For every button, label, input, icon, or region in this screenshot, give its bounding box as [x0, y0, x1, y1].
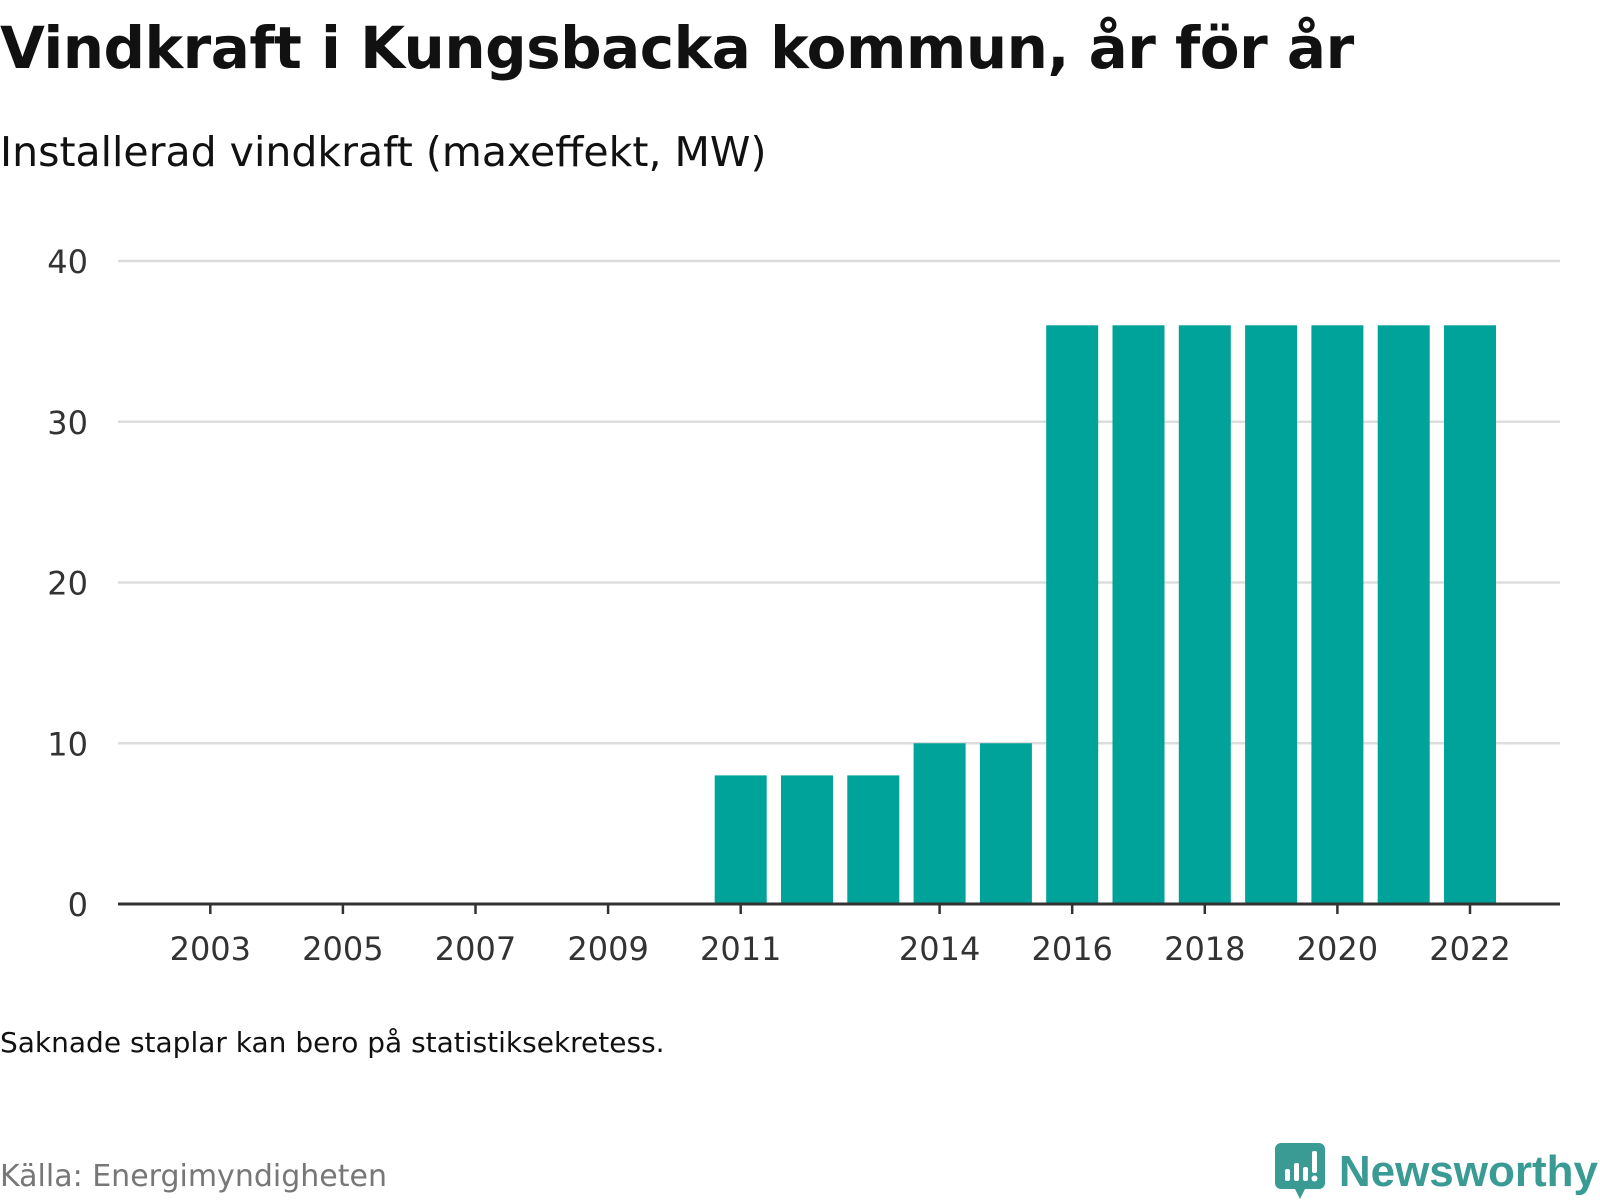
bar	[1444, 325, 1496, 904]
bar	[1311, 325, 1364, 904]
x-tick-label: 2007	[435, 930, 516, 968]
x-tick-label: 2014	[899, 930, 980, 968]
y-tick-label: 40	[47, 243, 88, 281]
bar	[979, 743, 1032, 904]
bar	[1377, 325, 1430, 904]
bar	[1112, 325, 1165, 904]
y-tick-label: 0	[68, 886, 88, 924]
y-tick-label: 10	[47, 725, 88, 763]
brand-logo: Newsworthy	[1274, 1143, 1598, 1201]
chart-title: Vindkraft i Kungsbacka kommun, år för år	[0, 14, 1354, 82]
bar	[714, 775, 767, 904]
bar	[847, 775, 900, 904]
bar	[1245, 325, 1298, 904]
x-tick-labels: 2003 2005 2007 2009 2011 2014 2016 2018 2020 2022	[170, 930, 1511, 968]
newsworthy-logo-icon	[1274, 1143, 1325, 1199]
bar	[913, 743, 966, 904]
x-tick-label: 2011	[700, 930, 781, 968]
x-tick-label: 2018	[1164, 930, 1245, 968]
y-tick-labels: 0 10 20 30 40	[47, 243, 88, 924]
x-axis	[118, 902, 1560, 914]
y-tick-label: 30	[47, 404, 88, 442]
chart-note: Saknade staplar kan bero på statistiksek…	[0, 1026, 665, 1059]
source-label: Källa: Energimyndigheten	[0, 1159, 387, 1194]
y-tick-label: 20	[47, 565, 88, 603]
x-tick-label: 2003	[170, 930, 251, 968]
chart-subtitle: Installerad vindkraft (maxeffekt, MW)	[0, 128, 767, 176]
x-tick-label: 2009	[567, 930, 648, 968]
x-tick-label: 2016	[1031, 930, 1112, 968]
brand-name: Newsworthy	[1338, 1147, 1598, 1196]
x-tick-label: 2005	[302, 930, 383, 968]
bar	[781, 775, 833, 904]
x-tick-label: 2022	[1429, 930, 1510, 968]
bar	[1046, 325, 1099, 904]
x-tick-label: 2020	[1297, 930, 1378, 968]
bars	[714, 325, 1496, 904]
bar	[1178, 325, 1231, 904]
